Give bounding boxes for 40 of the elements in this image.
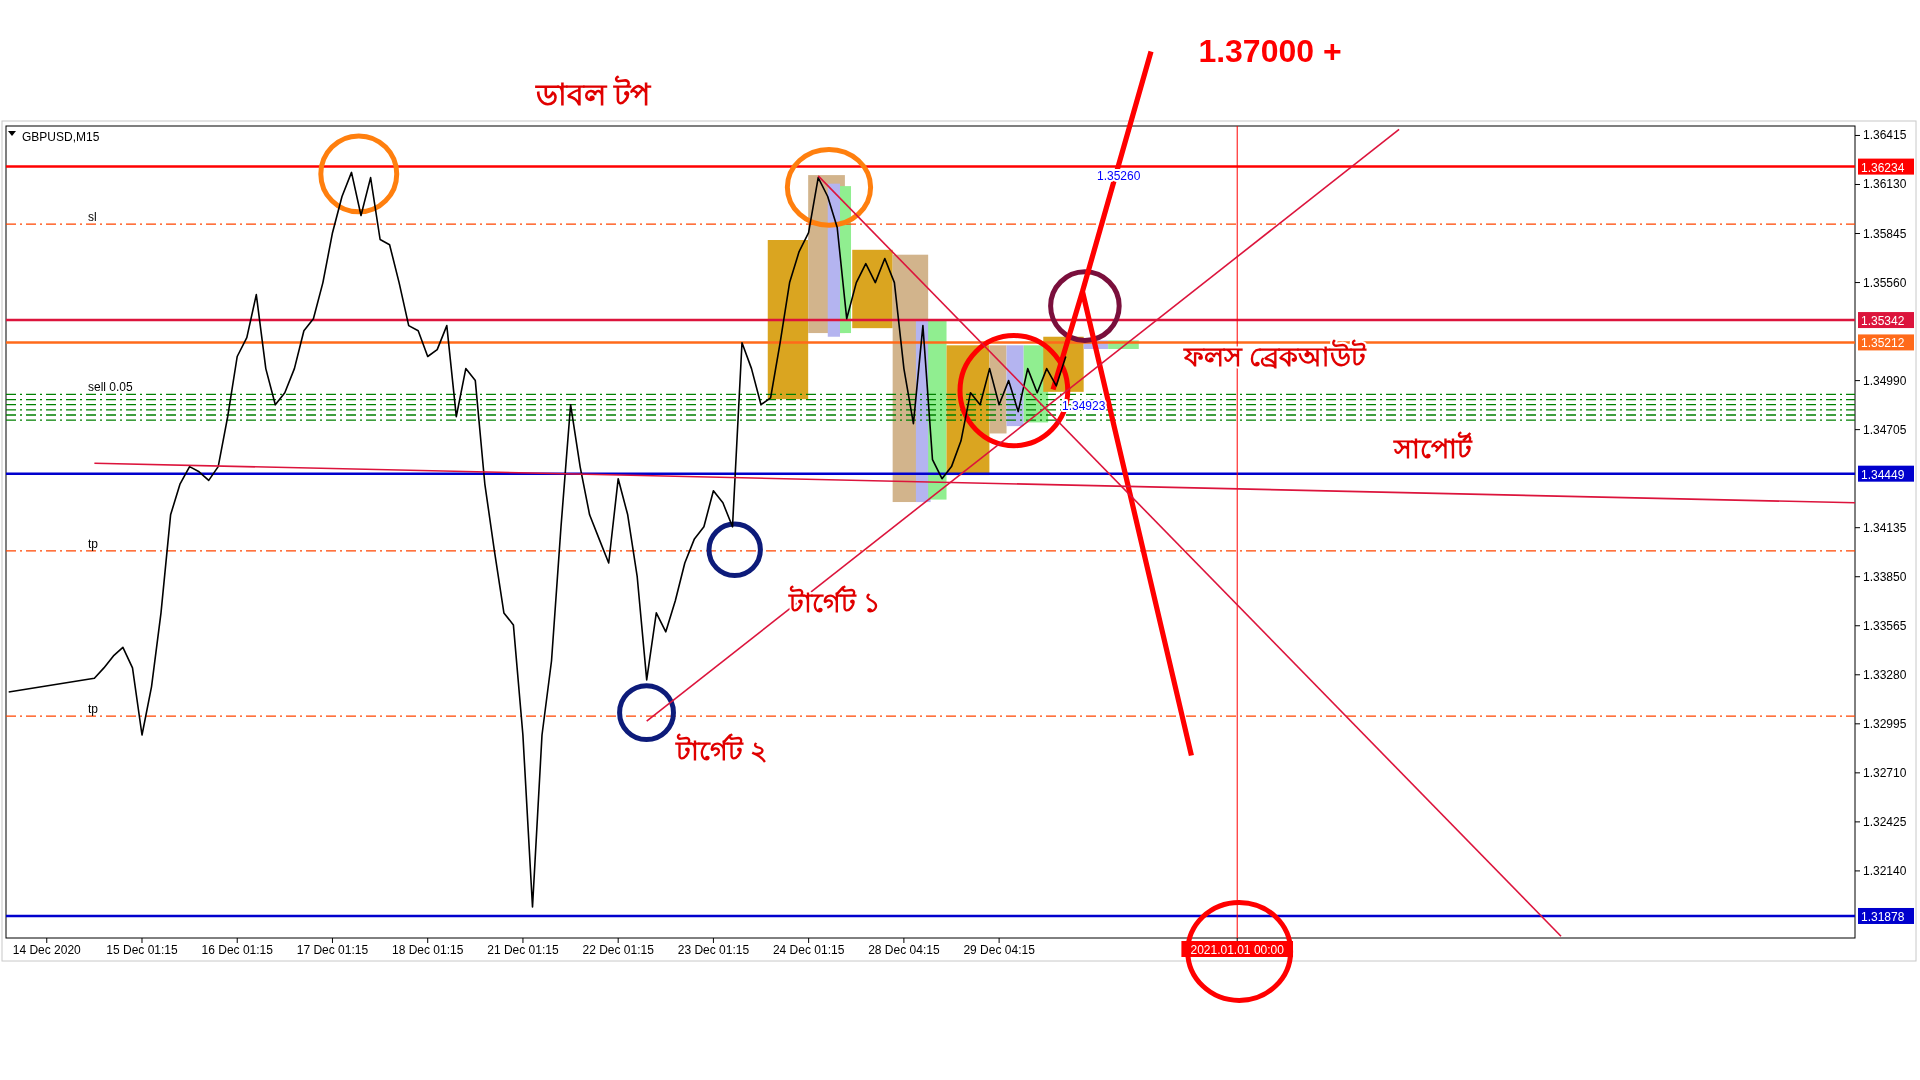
annotation: সাপোর্ট (1393, 431, 1473, 464)
ref-line-label: sell 0.05 (88, 380, 134, 395)
y-tick-label: 1.36415 (1863, 128, 1907, 143)
ref-line-label: 1.35212 (1861, 336, 1905, 351)
x-tick-label: 15 Dec 01:15 (106, 943, 179, 957)
y-tick-label: 1.36130 (1863, 177, 1907, 192)
text: ডাবল টপ (534, 75, 653, 111)
annotation: টার্গেট ২ (674, 733, 769, 766)
x-tick-label: 2021.01.01 00:00 (1190, 943, 1285, 957)
x-tick-label: 28 Dec 04:15 (868, 943, 940, 957)
annotation: GBPUSD,M15 (22, 130, 100, 144)
ref-line-label: 1.35342 (1861, 314, 1905, 329)
ref-line-label: 1.36234 (1861, 160, 1905, 175)
y-tick-label: 1.32710 (1863, 765, 1907, 780)
x-tick-label: 17 Dec 01:15 (296, 943, 369, 957)
y-tick-label: 1.35845 (1863, 226, 1907, 241)
y-tick-label: 1.33565 (1863, 618, 1907, 633)
ref-line-label: tp (88, 536, 99, 551)
x-tick-label: 14 Dec 2020 (12, 943, 82, 957)
ref-line-label: 1.34449 (1861, 467, 1905, 482)
y-tick-label: 1.33280 (1863, 667, 1907, 682)
x-tick-label: 24 Dec 01:15 (772, 943, 845, 957)
y-tick-label: 1.33850 (1863, 569, 1907, 584)
x-tick-label: 21 Dec 01:15 (487, 943, 559, 957)
x-tick-label: 22 Dec 01:15 (582, 943, 655, 957)
y-tick-label: 1.32140 (1863, 863, 1907, 878)
x-tick-label: 16 Dec 01:15 (201, 943, 274, 957)
ref-line-label: tp (88, 702, 99, 717)
y-tick-label: 1.34990 (1863, 373, 1907, 388)
x-tick-label: 29 Dec 04:15 (963, 943, 1036, 957)
y-tick-label: 1.32425 (1863, 814, 1907, 829)
text: 1.37000 + (1198, 33, 1342, 69)
y-tick-label: 1.35560 (1863, 275, 1907, 290)
y-tick-label: 1.34135 (1863, 520, 1907, 535)
y-tick-label: 1.34705 (1863, 422, 1907, 437)
x-tick-label: 18 Dec 01:15 (392, 943, 464, 957)
y-tick-label: 1.32995 (1863, 716, 1907, 731)
ref-line-label: 1.31878 (1861, 909, 1905, 924)
x-tick-label: 23 Dec 01:15 (677, 943, 750, 957)
ref-line-label: sl (88, 210, 97, 225)
